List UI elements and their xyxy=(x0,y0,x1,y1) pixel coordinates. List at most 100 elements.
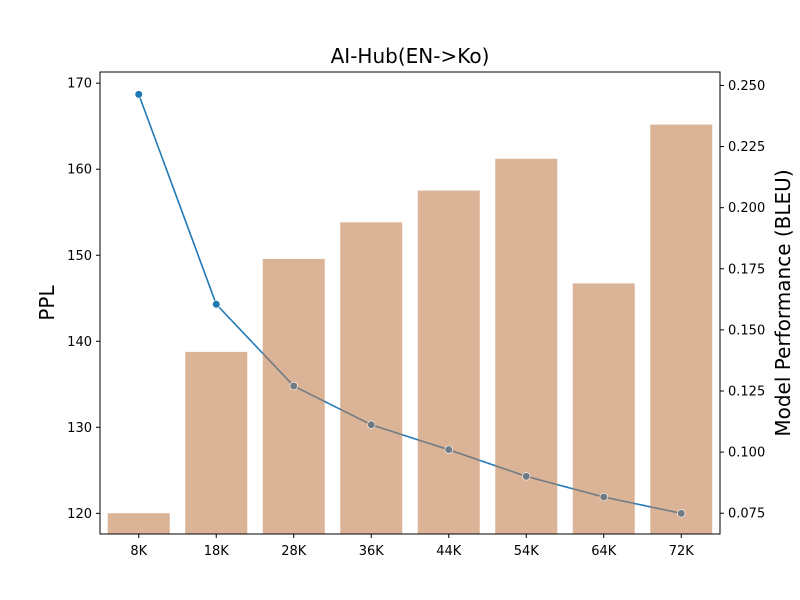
line-segment xyxy=(529,476,533,479)
line-segment xyxy=(433,443,436,447)
point-64K xyxy=(599,492,608,502)
line-segment xyxy=(174,193,179,200)
line-segment xyxy=(380,427,384,430)
line-segment xyxy=(485,461,488,464)
line-segment xyxy=(277,369,281,373)
point-72K xyxy=(677,509,686,518)
x-tick-label: 44K xyxy=(436,544,462,559)
line-segment xyxy=(227,315,231,320)
line-segment xyxy=(496,465,500,468)
line-segment xyxy=(508,469,512,472)
line-segment xyxy=(425,441,428,444)
line-segment xyxy=(170,183,175,190)
point-18K xyxy=(212,300,221,309)
line-segment xyxy=(252,342,256,346)
line-segment xyxy=(403,434,407,437)
line-segment xyxy=(357,417,360,420)
line-segment xyxy=(250,340,254,344)
line-segment xyxy=(260,350,264,354)
line-segment xyxy=(198,256,202,263)
line-segment xyxy=(553,482,556,485)
line-segment xyxy=(345,411,349,414)
line-segment xyxy=(271,362,275,367)
x-tick-label: 28K xyxy=(281,544,307,559)
y-right-tick-label: 0.100 xyxy=(728,446,765,461)
line-segment xyxy=(225,313,229,318)
line-segment xyxy=(168,178,173,184)
line-segment xyxy=(182,214,187,221)
y-right-tick-label: 0.175 xyxy=(728,262,765,277)
line-segment xyxy=(558,484,562,487)
line-segment xyxy=(458,452,461,455)
line-segment xyxy=(386,428,389,432)
bar-54K xyxy=(495,158,558,534)
line-segment xyxy=(436,445,440,448)
y-left-tick-label: 140 xyxy=(67,335,92,350)
line-segment xyxy=(434,444,438,447)
line-segment xyxy=(580,490,583,493)
y-left-tick-label: 120 xyxy=(67,507,92,522)
line-segment xyxy=(211,293,216,300)
line-segment xyxy=(475,458,479,461)
line-segment xyxy=(560,484,564,487)
line-segment xyxy=(184,220,188,226)
line-segment xyxy=(555,483,558,486)
line-segment xyxy=(483,460,486,464)
line-segment xyxy=(510,470,513,473)
bar-72K xyxy=(650,124,713,535)
line-segment xyxy=(415,438,418,441)
line-segment xyxy=(244,334,248,338)
line-segment xyxy=(566,486,570,489)
point-28K xyxy=(289,381,298,391)
line-segment xyxy=(316,396,320,400)
line-segment xyxy=(498,466,502,469)
point-8K xyxy=(134,90,143,99)
line-segment xyxy=(347,412,351,415)
line-segment xyxy=(452,450,455,453)
line-segment xyxy=(572,487,575,491)
line-segment xyxy=(145,115,150,121)
line-segment xyxy=(279,371,283,375)
line-segment xyxy=(205,277,210,284)
line-segment xyxy=(343,410,347,413)
line-segment xyxy=(349,413,353,416)
line-segment xyxy=(378,426,382,429)
line-segment xyxy=(576,489,579,492)
line-segment xyxy=(351,414,355,417)
y-right-tick-label: 0.125 xyxy=(728,385,765,400)
line-segment xyxy=(339,408,343,411)
line-segment xyxy=(489,462,492,466)
line-segment xyxy=(409,436,413,439)
line-segment xyxy=(442,447,446,450)
y-right-tick-label: 0.200 xyxy=(728,201,765,216)
y-right-tick-label: 0.250 xyxy=(728,79,765,94)
line-segment xyxy=(273,365,277,369)
line-segment xyxy=(283,375,287,379)
line-segment xyxy=(500,466,504,470)
line-segment xyxy=(479,459,482,462)
line-segment xyxy=(473,457,477,460)
line-segment xyxy=(297,387,300,390)
line-segment xyxy=(384,428,387,431)
line-segment xyxy=(469,456,473,459)
line-segment xyxy=(504,468,508,471)
line-segment xyxy=(454,450,457,454)
line-segment xyxy=(236,326,241,330)
line-segment xyxy=(396,432,399,435)
line-segment xyxy=(287,379,291,383)
line-segment xyxy=(533,477,537,480)
line-segment xyxy=(332,404,335,408)
line-segment xyxy=(275,367,279,371)
y-right-tick-label: 0.075 xyxy=(728,507,765,522)
bar-36K xyxy=(340,222,403,535)
line-segment xyxy=(264,354,268,358)
line-segment xyxy=(256,346,260,350)
line-segment xyxy=(242,332,246,336)
line-segment xyxy=(402,433,405,437)
line-segment xyxy=(219,307,223,311)
line-segment xyxy=(413,437,417,440)
line-segment xyxy=(549,481,552,484)
line-segment xyxy=(518,472,521,476)
line-segment xyxy=(147,120,152,127)
line-segment xyxy=(365,421,368,424)
